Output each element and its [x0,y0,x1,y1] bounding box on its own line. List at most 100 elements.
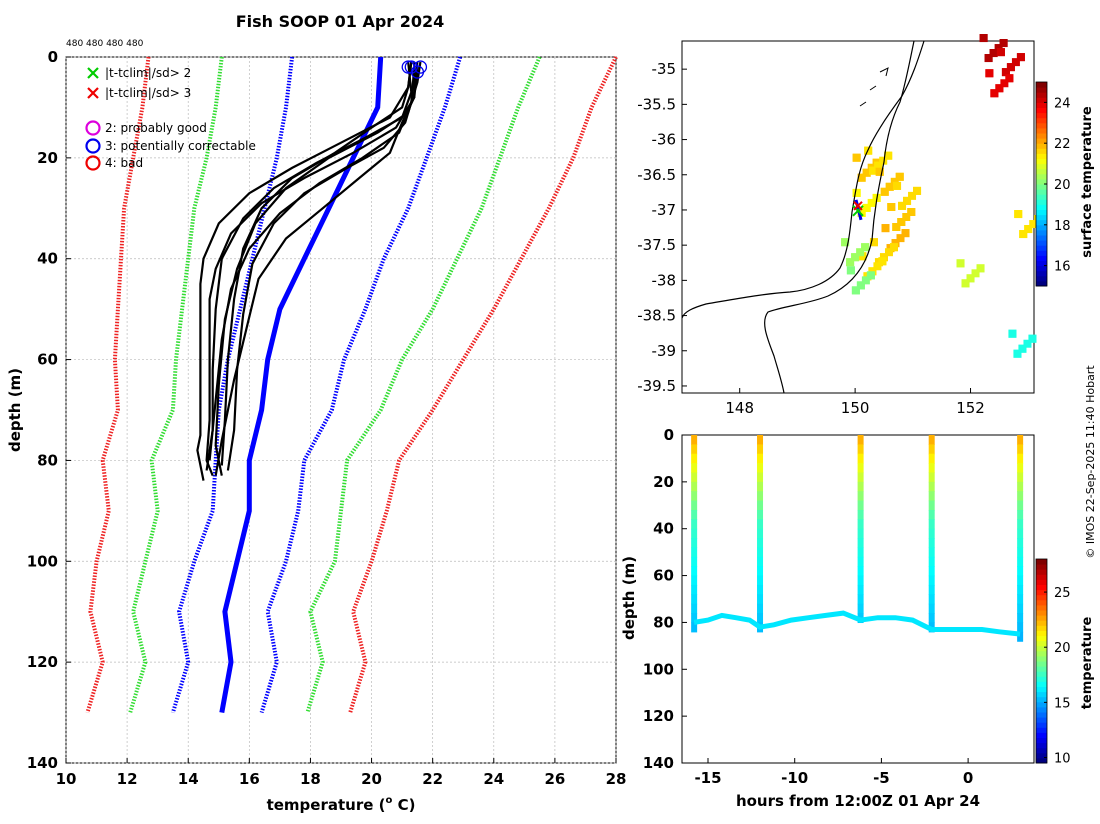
sst-cell [884,151,893,160]
temp-colorbar-band [1036,742,1047,749]
sst-cell [1024,225,1033,234]
profile-ticks: 10 12 14 16 18 20 22 24 26 28 0 20 40 60 80 100 120 140 [27,48,627,788]
temp-colorbar-band [1036,696,1047,703]
map-colorbar-tick-label: 22 [1054,137,1071,152]
temperature-colorbar: 10 15 20 25 [1035,558,1071,766]
x-tick-label: 14 [178,770,199,788]
series-line-6 [348,56,618,714]
temp-colorbar-band [1036,706,1047,713]
map-colorbar-band [1036,194,1047,200]
cast-segment [691,613,698,624]
map-y-tick-label: -37 [652,201,677,219]
temp-colorbar-band [1036,589,1047,596]
sst-cell [879,156,888,165]
map-x-tick-label: 148 [725,399,754,417]
cast-segment [857,556,864,567]
dt-y-tick-label: 0 [664,426,674,444]
cast-segment [928,594,935,605]
depth-time-points [691,435,1024,642]
sst-cell [862,203,871,212]
map-ticks: 148 150 152 -35 -35.5 -36 -36.5 -37 -37.5 -38 -38.… [637,60,985,417]
sst-cell [907,208,916,216]
map-colorbar-band [1036,117,1047,124]
map-y-tick-label: -36.5 [637,166,676,184]
temp-colorbar-band [1036,681,1047,687]
cast-segment [857,594,864,605]
cast-segment [757,509,764,520]
sst-cell [846,258,855,267]
map-colorbar-tick-label: 20 [1054,178,1071,193]
cast-segment [857,453,864,464]
sst-cell [873,262,882,271]
cast-segment [757,500,764,511]
profile-ylabel: depth (m) [6,368,24,452]
cast-segment [757,463,764,474]
sst-cell [857,173,866,182]
profile-axes-frame [65,56,617,764]
temp-colorbar-frame [1035,558,1048,764]
legend-circle-marker [85,138,101,154]
cast-segment [757,481,764,492]
temp-colorbar-band [1036,579,1047,585]
coast-detail [859,67,889,107]
sst-cell [902,213,911,221]
map-colorbar-band [1036,87,1047,93]
dt-y-tick-label: 100 [643,660,674,678]
cast-segment [928,603,935,614]
sst-cell [856,248,865,257]
sst-cell [1008,329,1017,338]
cast-segment [1017,509,1024,520]
sst-cell [889,243,898,252]
map-colorbar-band [1036,204,1047,210]
map-y-tick-label: -38 [652,271,677,289]
map-colorbar-band [1036,280,1047,287]
cast-segment [928,547,935,558]
sst-cell [866,271,875,280]
temp-colorbar-band [1036,666,1047,672]
sst-cell [880,187,889,196]
temp-colorbar-band [1036,752,1047,759]
temp-colorbar-band [1036,671,1047,677]
sst-cell [885,182,894,191]
figure-title: Fish SOOP 01 Apr 2024 [236,12,445,31]
map-colorbar-tick-label: 24 [1054,96,1071,111]
series-line-2 [259,56,463,714]
map-y-tick-label: -38.5 [637,307,676,325]
map-colorbar-band [1036,178,1047,185]
temp-colorbar-band [1036,620,1047,626]
temp-colorbar-band [1036,747,1047,754]
cast-segment [857,481,864,492]
map-panel: 148 150 152 -35 -35.5 -36 -36.5 -37 -37.5 -38 -38.… [637,34,1095,417]
dt-y-tick-label: 60 [653,567,674,585]
temp-colorbar-band [1036,615,1047,621]
sst-cell [881,224,890,233]
profile-counts: 480 480 480 480 [66,39,144,49]
cast-segment [757,538,764,549]
depth-time-xlabel: hours from 12:00Z 01 Apr 24 [736,792,980,810]
cast-segment [757,566,764,577]
cast-segment [857,491,864,502]
sst-cell [956,259,965,268]
sst-cell [841,238,850,247]
legend-x-marker [87,87,99,99]
map-colorbar-band [1036,173,1047,180]
temp-colorbar-band [1036,574,1047,580]
map-colorbar-band [1036,265,1047,272]
shelf-contour [764,40,915,394]
temp-colorbar-band [1036,691,1047,698]
temp-colorbar-band [1036,655,1047,662]
map-colorbar-band [1036,133,1047,139]
sst-cell [869,166,878,175]
map-colorbar-band [1036,92,1047,98]
temp-colorbar-band [1036,717,1047,723]
cast-segment [928,584,935,595]
temp-colorbar-band [1036,650,1047,657]
temp-colorbar-band [1036,599,1047,606]
cast-segment [691,472,698,483]
dt-x-tick-label: -5 [873,769,890,787]
map-colorbar-band [1036,240,1047,246]
cast-segment [691,500,698,511]
cast-segment [1017,453,1024,464]
sst-cell [879,253,888,262]
map-colorbar-band [1036,189,1047,195]
